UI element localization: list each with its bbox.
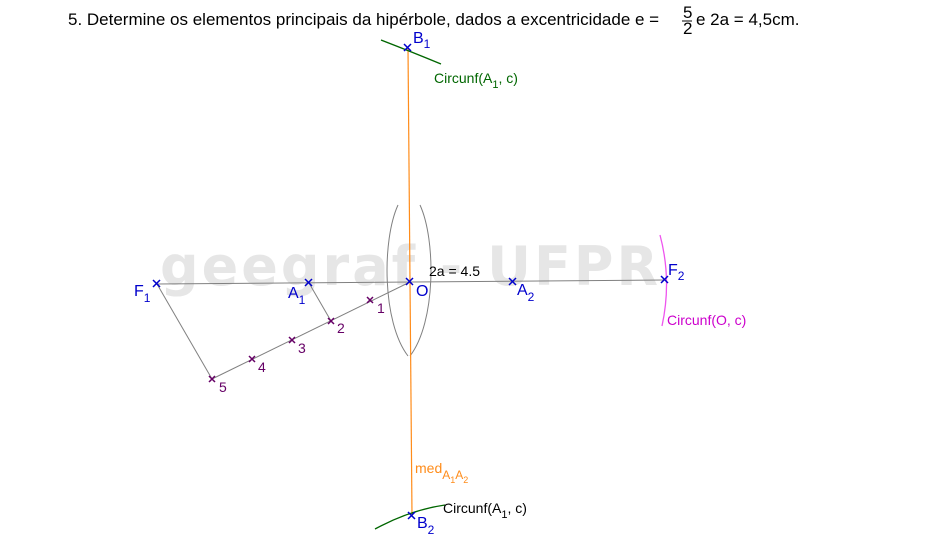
segment-f1-div5 — [156, 283, 213, 380]
label-circ-bottom: Circunf(A1, c) — [443, 500, 527, 521]
circ-arc-right — [659, 234, 668, 327]
label-f1: F1 — [134, 283, 151, 305]
division-ray — [211, 281, 411, 380]
watermark: geegraf - UFPR — [160, 235, 661, 298]
arc-left — [386, 204, 409, 357]
point-f2-mark — [660, 275, 669, 284]
label-circ-right: Circunf(O, c) — [667, 312, 746, 328]
label-div-3: 3 — [298, 340, 306, 356]
label-div-1: 1 — [377, 300, 385, 316]
label-f2: F2 — [668, 262, 685, 283]
label-mediatrix: medA1A2 — [415, 460, 468, 485]
div-1-mark — [366, 296, 374, 304]
point-f1-mark — [152, 279, 161, 288]
arc-right — [409, 204, 432, 357]
circ-arc-top — [380, 39, 442, 65]
label-div-5: 5 — [219, 379, 227, 395]
label-a1: A1 — [288, 285, 306, 307]
point-b1-mark — [403, 43, 412, 52]
frac-denominator: 2 — [683, 19, 692, 38]
problem-text-end: e 2a = 4,5cm. — [696, 10, 799, 29]
blue-points — [152, 43, 669, 520]
division-points — [208, 296, 374, 383]
label-div-4: 4 — [258, 359, 266, 375]
label-div-2: 2 — [337, 320, 345, 336]
point-o-mark — [405, 277, 414, 286]
problem-statement: 5. Determine os elementos principais da … — [68, 3, 799, 38]
point-labels: B1 B2 F1 F2 A1 A2 O — [134, 30, 685, 537]
label-b2: B2 — [417, 515, 435, 537]
label-o: O — [416, 283, 428, 300]
parallel-a1-div2 — [308, 282, 332, 322]
point-a2-mark — [508, 277, 517, 286]
problem-text: 5. Determine os elementos principais da … — [68, 10, 659, 29]
label-a2: A2 — [517, 282, 535, 304]
division-labels: 1 2 3 4 5 — [219, 300, 385, 395]
frac-numerator: 5 — [683, 3, 692, 22]
point-a1-mark — [304, 278, 313, 287]
div-4-mark — [248, 355, 256, 363]
div-2-mark — [327, 317, 335, 325]
label-b1: B1 — [413, 30, 431, 51]
div-3-mark — [288, 336, 296, 344]
label-2a: 2a = 4.5 — [429, 263, 480, 279]
div-5-mark — [208, 375, 216, 383]
label-circ-top: Circunf(A1, c) — [434, 70, 518, 91]
point-b2-mark — [407, 511, 416, 520]
